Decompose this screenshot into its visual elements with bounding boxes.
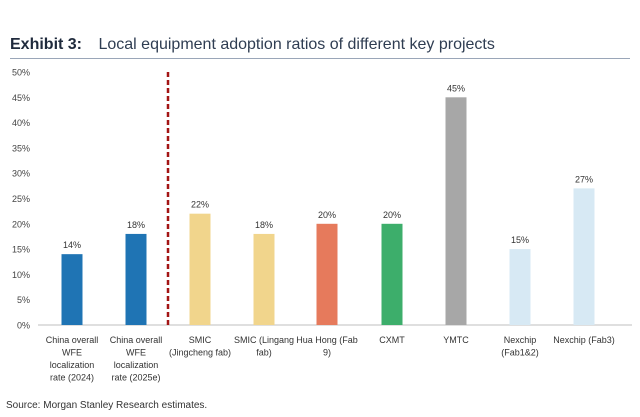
x-category-label: Hua Hong (Fab	[296, 335, 358, 345]
y-tick-label: 50%	[12, 68, 30, 78]
x-category-label: China overall	[110, 335, 163, 345]
y-tick-label: 30%	[12, 169, 30, 179]
bar	[316, 223, 338, 325]
bar-value-label: 20%	[318, 210, 336, 220]
bar-value-label: 18%	[255, 220, 273, 230]
x-category-label: rate (2025e)	[111, 373, 160, 383]
chart-title: Exhibit 3: Local equipment adoption rati…	[10, 36, 495, 54]
x-category-label: localization	[50, 360, 95, 370]
bar-value-label: 18%	[127, 220, 145, 230]
y-tick-label: 20%	[12, 219, 30, 229]
bar-value-label: 27%	[575, 174, 593, 184]
exhibit-label: Exhibit 3:	[10, 36, 83, 53]
bar-value-label: 14%	[63, 240, 81, 250]
bar	[509, 249, 531, 325]
bar-value-label: 45%	[447, 83, 465, 93]
x-category-label: SMIC	[189, 335, 212, 345]
x-category-label: WFE	[126, 348, 146, 358]
bar	[125, 233, 147, 325]
bar	[189, 213, 211, 325]
y-tick-label: 40%	[12, 118, 30, 128]
x-category-label: Nexchip	[504, 335, 537, 345]
title-text: Local equipment adoption ratios of diffe…	[98, 36, 495, 53]
x-category-label: (Jingcheng fab)	[169, 348, 231, 358]
y-tick-label: 5%	[17, 295, 30, 305]
x-category-label: WFE	[62, 348, 82, 358]
y-tick-label: 15%	[12, 245, 30, 255]
bar	[253, 233, 275, 325]
y-tick-label: 45%	[12, 93, 30, 103]
y-tick-label: 35%	[12, 143, 30, 153]
x-category-label: Nexchip (Fab3)	[553, 335, 615, 345]
bar	[61, 254, 83, 325]
bar	[445, 97, 467, 325]
bar	[381, 223, 403, 325]
source-note: Source: Morgan Stanley Research estimate…	[6, 400, 208, 411]
x-category-label: rate (2024)	[50, 373, 94, 383]
x-category-label: CXMT	[379, 335, 405, 345]
x-category-label: YMTC	[443, 335, 469, 345]
x-category-label: China overall	[46, 335, 99, 345]
bar-value-label: 20%	[383, 210, 401, 220]
x-category-label: 9)	[323, 348, 331, 358]
x-category-label: (Fab1&2)	[501, 348, 539, 358]
y-tick-label: 10%	[12, 270, 30, 280]
y-tick-label: 25%	[12, 194, 30, 204]
y-tick-label: 0%	[17, 321, 30, 331]
bar	[573, 188, 595, 325]
x-category-label: localization	[114, 360, 159, 370]
x-category-label: SMIC (Lingang	[234, 335, 294, 345]
bar-value-label: 22%	[191, 200, 209, 210]
x-category-label: fab)	[256, 348, 272, 358]
title-underline	[10, 58, 630, 59]
bar-value-label: 15%	[511, 235, 529, 245]
